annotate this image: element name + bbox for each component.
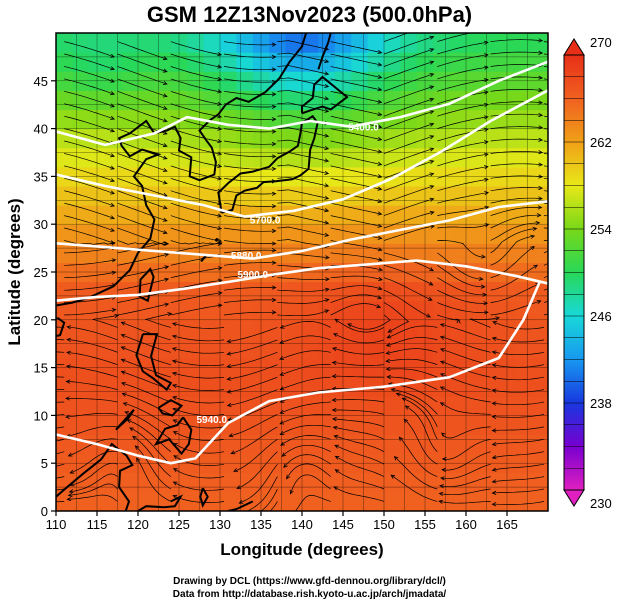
x-tick-label: 130 (209, 517, 231, 532)
height-contours: 5400.0 5700.0 5880.0 5900.0 5940.0 (56, 60, 548, 465)
map-title: GSM 12Z13Nov2023 (500.0hPa) (146, 2, 473, 27)
contour-label: 5900.0 (238, 270, 269, 281)
x-tick-label: 115 (87, 517, 108, 532)
contour-line (56, 259, 548, 302)
y-tick-label: 25 (34, 265, 48, 280)
x-tick-label: 155 (414, 517, 436, 532)
contour-line (56, 60, 548, 147)
colorbar-max-arrow (563, 38, 585, 56)
y-tick-label: 45 (34, 74, 48, 89)
x-axis: 110 115 120 125 130 135 140 145 150 155 160 165 (46, 511, 518, 532)
x-tick-label: 135 (250, 517, 272, 532)
colorbar: 270 262 254 246 238 230 (563, 35, 612, 511)
x-tick-label: 125 (168, 517, 190, 532)
y-axis: 0 5 10 15 20 25 30 35 40 45 (34, 74, 56, 519)
y-tick-label: 40 (34, 122, 48, 137)
x-tick-label: 165 (496, 517, 518, 532)
contour-line (56, 89, 548, 218)
contour-line (56, 281, 541, 465)
credit-line-2: Data from http://database.rish.kyoto-u.a… (172, 589, 447, 600)
y-tick-label: 35 (34, 169, 48, 184)
x-tick-label: 110 (46, 517, 67, 532)
colorbar-min-arrow (563, 489, 585, 507)
y-tick-label: 20 (34, 313, 48, 328)
contour-line (56, 200, 548, 260)
colorbar-tick-label: 246 (590, 309, 612, 324)
colorbar-tick-label: 262 (590, 135, 612, 150)
x-tick-label: 160 (455, 517, 477, 532)
x-tick-label: 120 (127, 517, 149, 532)
colorbar-tick-label: 238 (590, 396, 612, 411)
x-tick-label: 145 (332, 517, 354, 532)
x-tick-label: 140 (291, 517, 313, 532)
y-tick-label: 10 (34, 408, 48, 423)
y-tick-label: 0 (41, 504, 48, 519)
colorbar-tick-label: 230 (590, 496, 612, 511)
lat-lon-grid (56, 33, 548, 511)
contour-label: 5940.0 (197, 415, 228, 426)
coastlines (56, 33, 349, 511)
x-tick-label: 150 (373, 517, 395, 532)
colorbar-tick-label: 254 (590, 222, 612, 237)
contour-label: 5880.0 (231, 251, 262, 262)
contour-label: 5400.0 (348, 123, 379, 134)
colorbar-tick-label: 270 (590, 35, 612, 50)
y-tick-label: 30 (34, 217, 48, 232)
y-tick-label: 5 (41, 456, 48, 471)
y-tick-label: 15 (34, 361, 48, 376)
x-axis-label: Longitude (degrees) (220, 540, 383, 559)
credit-line-1: Drawing by DCL (https://www.gfd-dennou.o… (173, 576, 446, 587)
y-axis-label: Latitude (degrees) (5, 198, 24, 345)
contour-label: 5700.0 (250, 215, 281, 226)
